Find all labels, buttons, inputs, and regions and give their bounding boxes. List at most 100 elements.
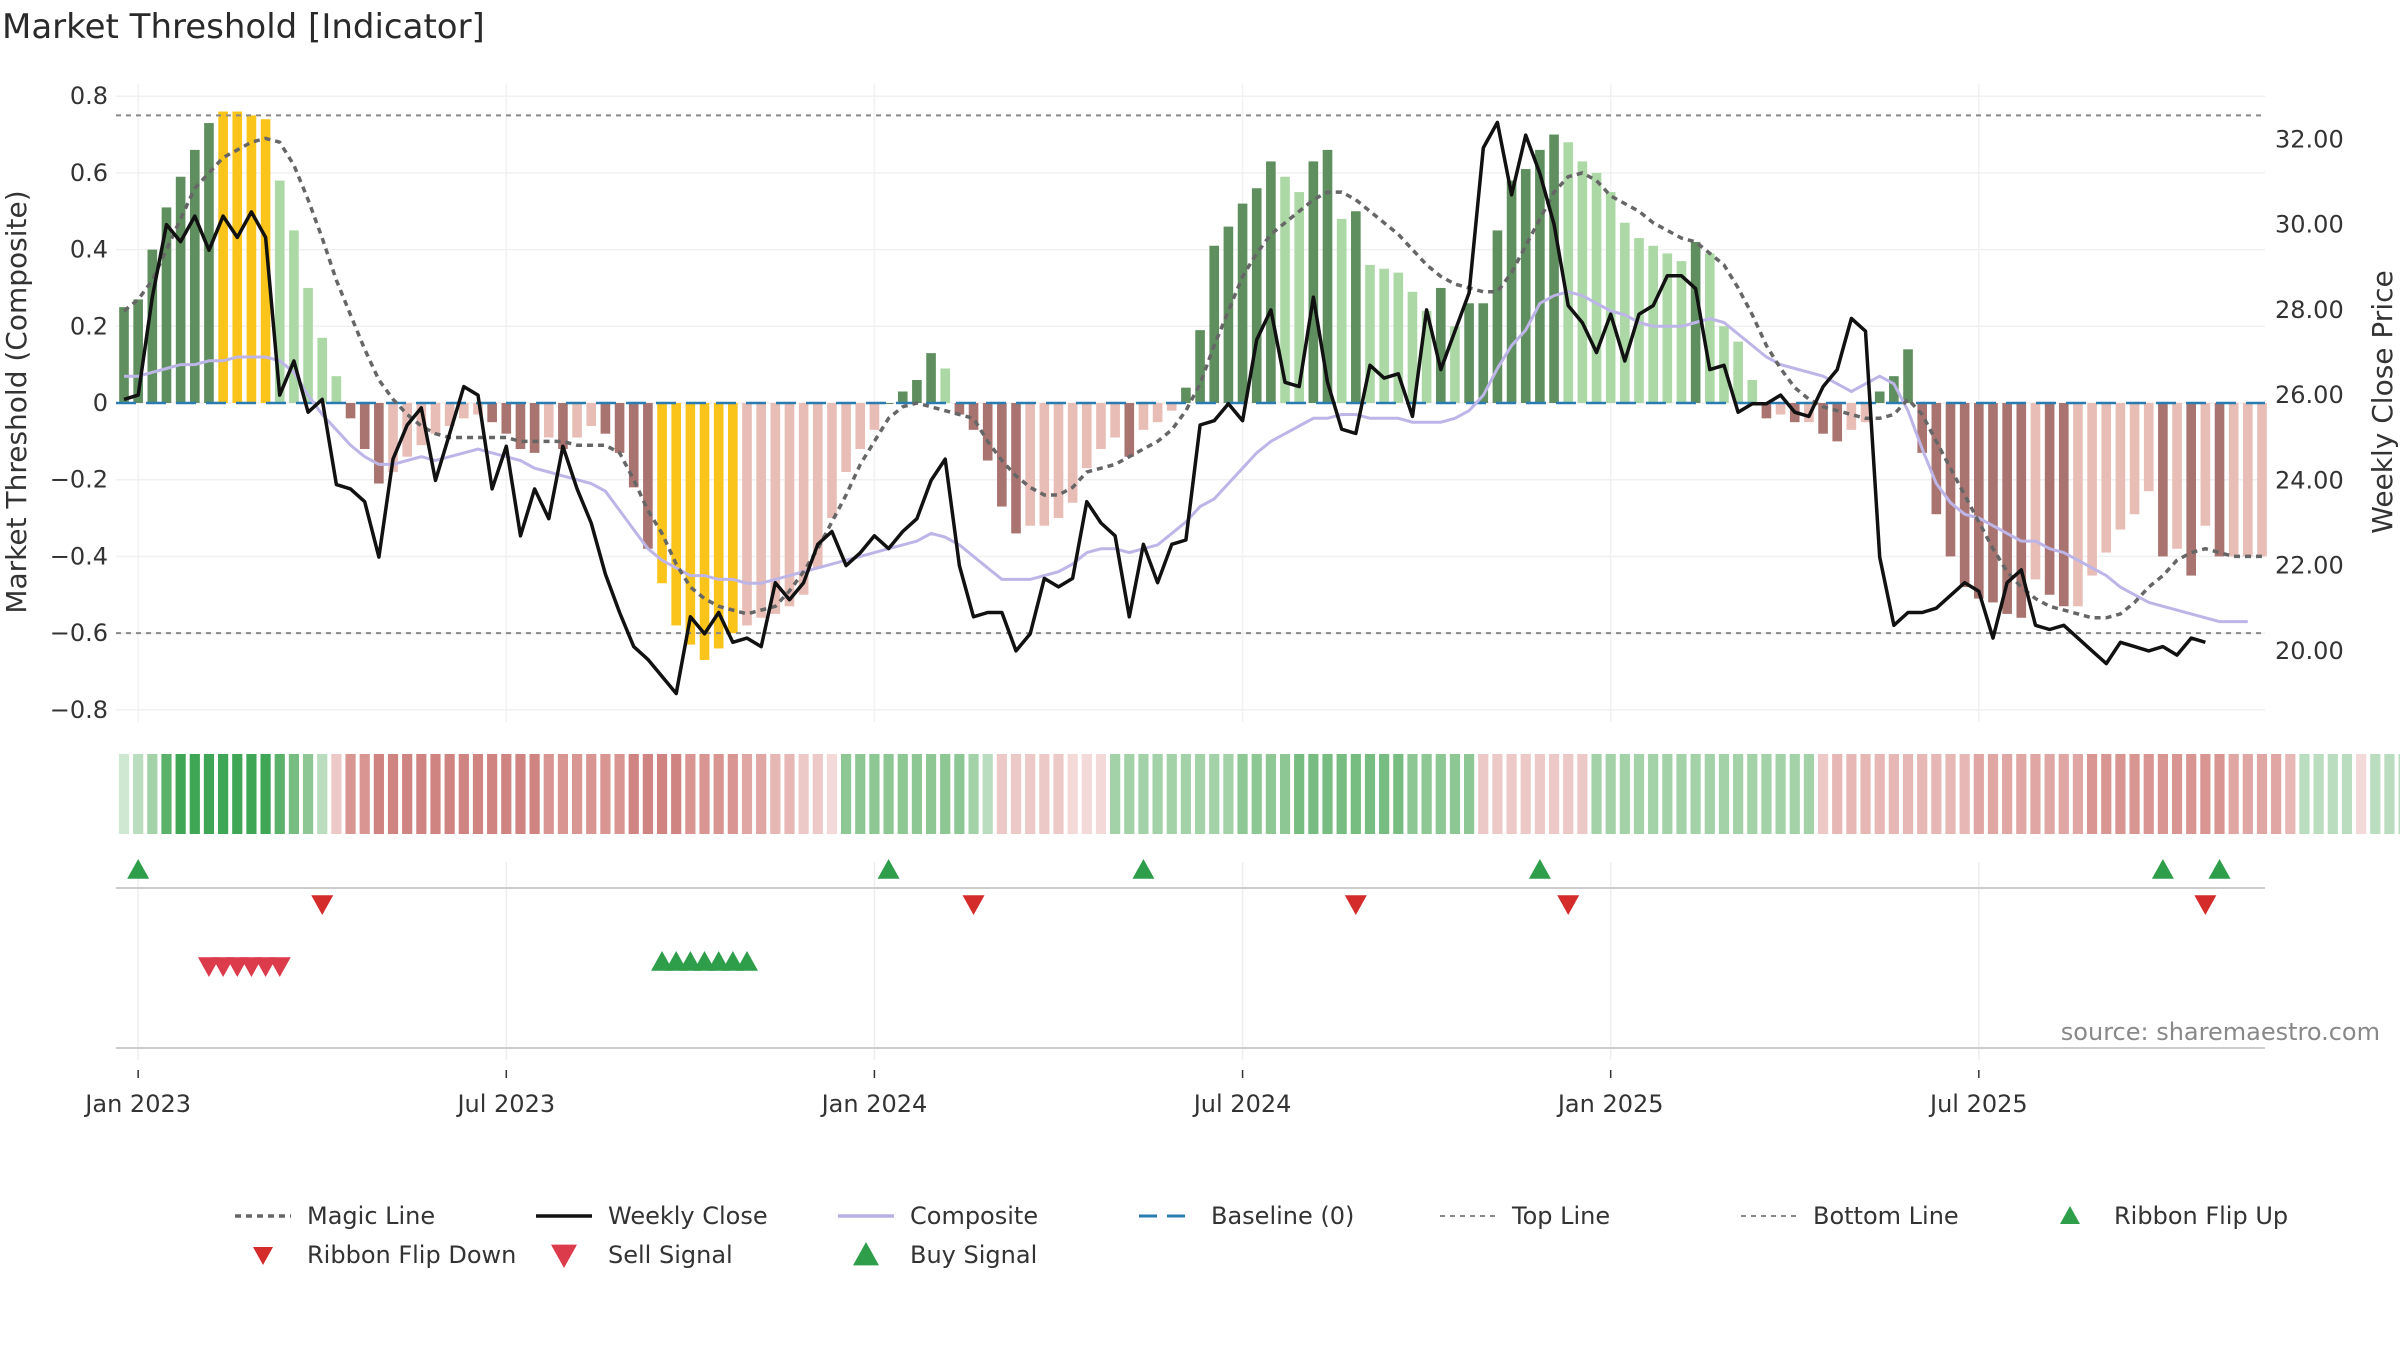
composite-bar [1620, 222, 1630, 403]
composite-bar [1945, 403, 1956, 557]
composite-bar [1846, 403, 1857, 430]
composite-bar [2044, 403, 2055, 595]
composite-bar [2186, 403, 2197, 576]
ribbon-segment [543, 754, 554, 834]
composite-bar [940, 368, 951, 403]
composite-bar [1903, 349, 1913, 403]
composite-bar [359, 403, 370, 450]
composite-bar [1704, 253, 1715, 403]
composite-bar [883, 403, 894, 404]
ribbon-segment [387, 754, 399, 834]
ribbon-segment [2086, 754, 2098, 834]
composite-bar [1251, 188, 1262, 403]
ribbon-segment [855, 754, 866, 834]
composite-bar [1365, 264, 1375, 403]
ribbon-segment [1166, 754, 1177, 834]
ribbon-segment [1025, 754, 1036, 834]
buy-signal-marker [651, 951, 674, 971]
ribbon-segment [1350, 754, 1361, 834]
composite-bar [1931, 403, 1942, 515]
ribbon-segment [1676, 754, 1687, 834]
composite-bar [2129, 403, 2140, 515]
composite-bar [1959, 403, 1970, 588]
ribbon-segment [911, 754, 922, 834]
ribbon-flip-up-marker [2151, 859, 2174, 879]
ribbon-segment [982, 754, 993, 834]
ribbon-segment [1832, 754, 1843, 834]
composite-bar [982, 403, 993, 461]
legend-label: Sell Signal [608, 1241, 733, 1269]
composite-bar [1775, 403, 1786, 415]
composite-bar [1110, 403, 1120, 438]
ribbon-segment [1605, 754, 1616, 834]
composite-bar [1237, 203, 1248, 403]
ribbon-segment [968, 754, 979, 834]
y-tick-label: −0.6 [50, 619, 108, 647]
legend-label: Composite [910, 1202, 1038, 1230]
composite-bar [869, 403, 880, 430]
ribbon-segment [416, 754, 427, 834]
ribbon-segment [1010, 754, 1022, 834]
y-tick-label: −0.8 [50, 696, 108, 724]
composite-bar [459, 403, 469, 419]
y2-axis-label: Weekly Close Price [2366, 270, 2399, 533]
composite-bar [558, 403, 568, 450]
sell-signal-marker [254, 957, 277, 977]
composite-bar [699, 403, 710, 660]
ribbon-segment [1973, 754, 1984, 834]
y-tick-label: 0.4 [70, 236, 108, 264]
ribbon-segment [2072, 754, 2084, 834]
ribbon-segment [1718, 754, 1730, 834]
composite-bar [1181, 387, 1191, 403]
ribbon-segment [2044, 754, 2055, 834]
composite-bar [1138, 403, 1149, 430]
ribbon-segment [1223, 754, 1234, 834]
legend-label: Bottom Line [1813, 1202, 1959, 1230]
sell-signal-marker [226, 957, 249, 977]
ribbon-segment [1577, 754, 1588, 834]
composite-bar [1011, 403, 1021, 534]
composite-bar [515, 403, 526, 450]
ribbon-segment [1067, 754, 1078, 834]
composite-bar [1351, 211, 1361, 403]
composite-bar [2214, 403, 2225, 557]
ribbon-segment [1251, 754, 1262, 834]
ribbon-segment [1209, 754, 1220, 834]
composite-bar [1563, 142, 1574, 403]
ribbon-segment [2370, 754, 2381, 834]
composite-bar [246, 115, 257, 403]
ribbon-segment [1237, 754, 1248, 834]
ribbon-segment [557, 754, 569, 834]
magic-line [122, 136, 2262, 620]
ribbon-segment [203, 754, 215, 834]
ribbon-segment [1945, 754, 1956, 834]
ribbon-segment [826, 754, 838, 834]
composite-bar [1605, 192, 1616, 403]
composite-bar [586, 403, 597, 427]
composite-bar [473, 403, 483, 415]
ribbon-segment [1435, 754, 1446, 834]
ribbon-segment [2171, 754, 2183, 834]
ribbon-segment [175, 754, 186, 834]
ribbon-segment [699, 754, 710, 834]
ribbon-segment [2129, 754, 2140, 834]
ribbon-segment [1775, 754, 1786, 834]
composite-bar [189, 149, 200, 403]
ribbon-segment [2398, 754, 2400, 834]
composite-bar [388, 403, 398, 473]
ribbon-segment [2242, 754, 2253, 834]
ribbon-segment [656, 754, 668, 834]
weekly-close-line [123, 120, 2206, 696]
ribbon-flip-down-marker [962, 895, 985, 915]
ribbon-segment [1591, 754, 1602, 834]
ribbon-segment [444, 754, 455, 834]
ribbon-segment [1336, 754, 1347, 834]
ribbon-segment [671, 754, 682, 834]
composite-bar [713, 403, 724, 649]
ribbon-segment [147, 754, 158, 834]
composite-bar [2016, 403, 2027, 618]
composite-bar [1974, 403, 1984, 599]
ribbon-segment [1308, 754, 1319, 834]
ribbon-segment [218, 754, 229, 834]
ribbon-segment [402, 754, 413, 834]
